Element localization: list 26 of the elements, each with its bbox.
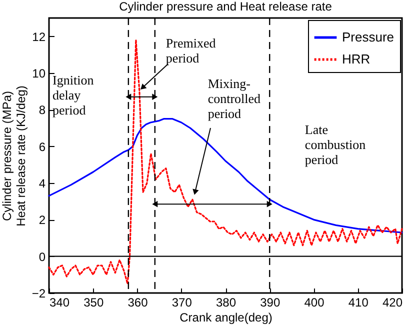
y-tick-label: 10 [32, 66, 46, 80]
x-tick-label: 390 [260, 296, 280, 310]
y-tick-label: 8 [38, 103, 46, 118]
y-axis-title: Cylinder pressure (MPa) Heat release rate (KJ/deg) [0, 86, 28, 226]
chart-title: Cylinder pressure and Heat release rate [119, 0, 332, 14]
annotation: Ignition delay period [52, 72, 94, 118]
x-tick-label: 360 [128, 296, 148, 310]
x-tick-label: 400 [304, 296, 325, 310]
annotation: Late combustion period [304, 122, 366, 167]
annotation: Mixing- controlled period [208, 76, 262, 121]
x-tick-label: 420 [382, 296, 403, 310]
x-tick-label: 410 [348, 296, 369, 310]
x-tick-label: 380 [216, 296, 236, 310]
x-axis-title: Crank angle(deg) [180, 310, 272, 324]
x-tick-label: 370 [172, 296, 192, 310]
x-tick-label: 340 [50, 296, 70, 310]
y-tick-label: 2 [38, 213, 46, 228]
y-tick-label: 6 [38, 140, 46, 154]
legend-label: Pressure [342, 30, 394, 44]
y-tick-label: 4 [38, 176, 46, 190]
legend-label: HRR [342, 52, 370, 66]
x-tick-label: 350 [84, 296, 104, 310]
y-tick-label: −2 [32, 286, 46, 300]
annotation: Premixed period [166, 36, 216, 66]
y-tick-label: 12 [32, 30, 46, 44]
y-tick-label: 0 [38, 250, 46, 264]
